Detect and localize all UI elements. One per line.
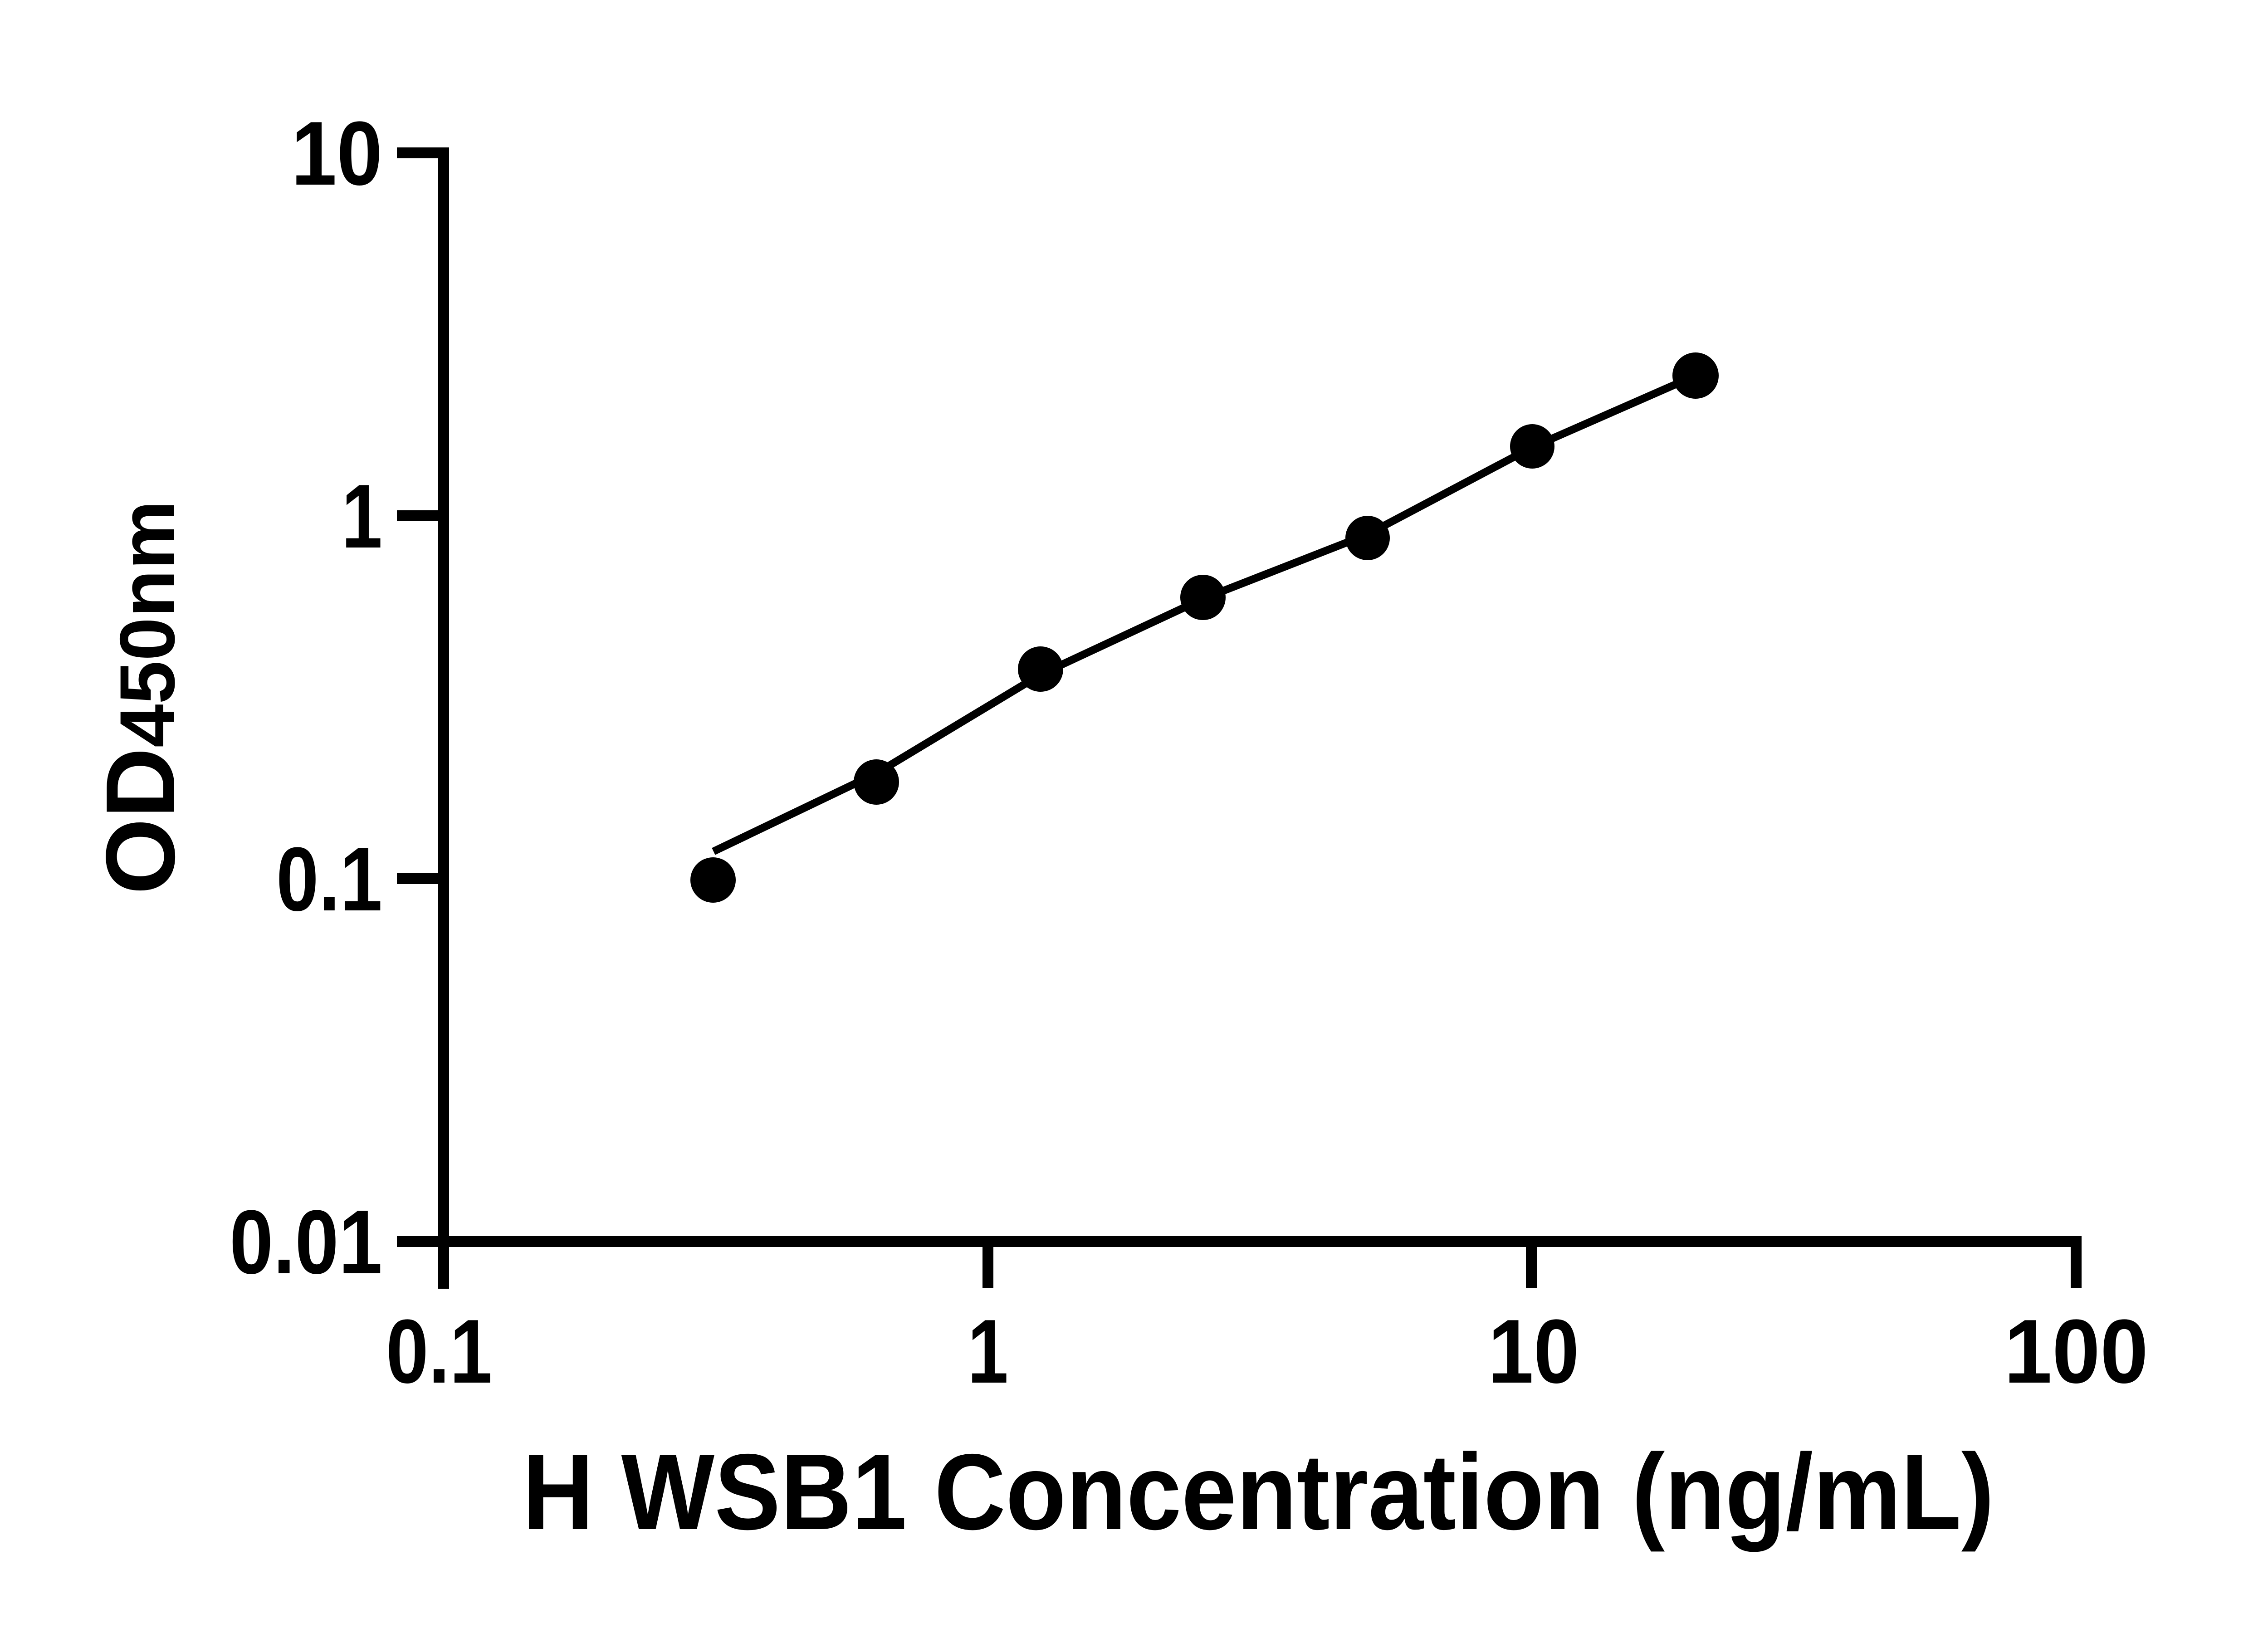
svg-text:10: 10 bbox=[1488, 1301, 1579, 1402]
svg-text:1: 1 bbox=[342, 466, 382, 567]
svg-text:0.1: 0.1 bbox=[276, 829, 382, 930]
svg-text:1: 1 bbox=[968, 1301, 1008, 1402]
svg-text:10: 10 bbox=[291, 103, 382, 204]
svg-text:OD450nm: OD450nm bbox=[85, 500, 195, 895]
svg-text:0.01: 0.01 bbox=[230, 1192, 382, 1293]
svg-text:H WSB1 Concentration (ng/mL): H WSB1 Concentration (ng/mL) bbox=[523, 1432, 1994, 1552]
svg-text:0.1: 0.1 bbox=[386, 1301, 492, 1402]
svg-text:100: 100 bbox=[2004, 1301, 2148, 1402]
